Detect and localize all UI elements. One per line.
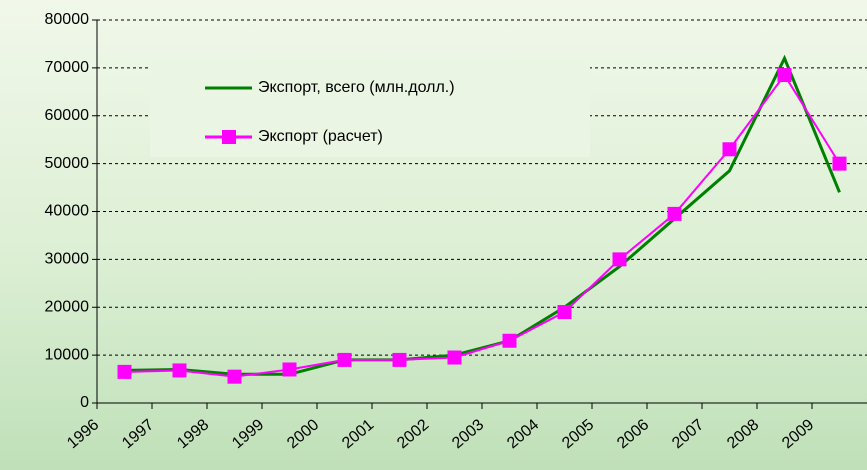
point-marker: [667, 206, 682, 221]
series-line: [124, 54, 841, 376]
y-tick-label: 20000: [45, 298, 90, 315]
point-marker: [337, 352, 352, 367]
series-line: [124, 73, 841, 378]
point-marker: [447, 350, 462, 365]
y-tick-label: 0: [80, 394, 89, 411]
point-marker: [392, 352, 407, 367]
point-marker: [227, 369, 242, 384]
y-tick-label: 70000: [45, 59, 90, 76]
point-marker: [722, 142, 737, 157]
y-tick-label: 30000: [45, 251, 90, 268]
point-marker: [832, 156, 847, 171]
y-tick-label: 80000: [45, 11, 90, 28]
legend-marker: [222, 130, 236, 144]
point-marker: [557, 305, 572, 320]
y-tick-label: 50000: [45, 155, 90, 172]
point-marker: [117, 364, 132, 379]
legend-label: Экспорт (расчет): [258, 128, 383, 145]
point-marker: [172, 363, 187, 378]
legend-label: Экспорт, всего (млн.долл.): [258, 79, 455, 96]
legend: Экспорт, всего (млн.долл.) Экспорт (расче…: [150, 62, 590, 157]
point-marker: [282, 362, 297, 377]
point-marker: [502, 333, 517, 348]
point-marker: [777, 68, 792, 83]
y-tick-label: 10000: [45, 346, 90, 363]
point-marker: [612, 252, 627, 267]
y-tick-label: 40000: [45, 203, 90, 220]
y-tick-label: 60000: [45, 107, 90, 124]
